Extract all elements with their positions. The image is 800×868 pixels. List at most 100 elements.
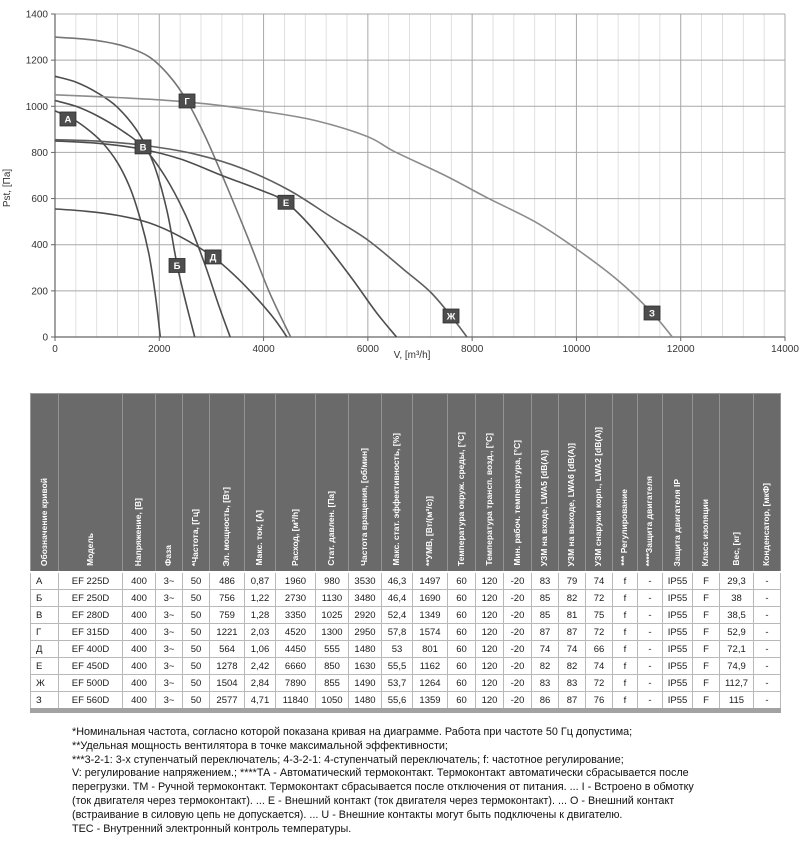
- curve-letter-cell: З: [30, 691, 59, 711]
- table-cell: 82: [558, 657, 586, 675]
- column-header-text: Макс. ток, [А]: [254, 510, 265, 566]
- x-tick-label: 12000: [667, 344, 695, 355]
- column-header-text: УЗМ на выходе, LWA6 [dB(A)]: [566, 442, 577, 567]
- curve-label-box: [134, 139, 152, 155]
- table-row: З EF 560D 400 3~ 50 2577 4,71 11840 1050 1480 55,6…: [30, 691, 781, 711]
- x-axis-label: V, [m³/h]: [394, 350, 431, 361]
- model-cell: EF 225D: [58, 571, 123, 590]
- table-cell: 79: [558, 571, 586, 590]
- x-tick-label: 2000: [148, 344, 171, 355]
- table-cell: 120: [475, 606, 504, 624]
- y-axis-label: Pst, [Па]: [2, 169, 13, 208]
- y-tick-label: 0: [42, 333, 48, 344]
- y-tick-label: 1000: [26, 102, 49, 113]
- curve-series-0: [54, 110, 162, 338]
- table-cell: 50: [182, 623, 210, 641]
- column-header-text: УЗМ на входе, LWA5 [dB(A)]: [539, 449, 550, 566]
- column-header: Напряжение, [В]: [122, 393, 156, 573]
- column-header-text: Эл. мощность, [Вт]: [221, 486, 232, 566]
- table-cell: 2,84: [244, 674, 276, 692]
- table-row: Е EF 450D 400 3~ 50 1278 2,42 6660 850 1630 55,5 11…: [30, 657, 781, 675]
- curve-label: Д: [210, 253, 217, 264]
- x-tick-label: 8000: [461, 344, 484, 355]
- curve-letter-cell: Г: [30, 623, 59, 641]
- curve-label-box: [277, 194, 295, 210]
- table-cell: -20: [503, 674, 532, 692]
- table-cell: 85: [531, 606, 559, 624]
- table-cell: IP55: [662, 657, 693, 675]
- table-cell: 60: [447, 674, 476, 692]
- table-cell: 1504: [209, 674, 245, 692]
- table-cell: 486: [209, 571, 245, 590]
- column-header: Обозначение кривой: [30, 393, 59, 573]
- footnote-line: **Удельная мощность вентилятора в точке …: [72, 739, 448, 752]
- table-cell: 0,87: [244, 571, 276, 590]
- table-cell: 82: [558, 589, 586, 607]
- table-cell: 2,03: [244, 623, 276, 641]
- table-cell: IP55: [662, 691, 693, 711]
- column-header: Модель: [58, 393, 123, 573]
- table-cell: -: [753, 606, 781, 624]
- table-cell: 400: [122, 691, 156, 711]
- column-header: Защита двигателя IP: [662, 393, 693, 573]
- table-header-row: Обозначение кривой Модель Напряжение, [В] Ф…: [30, 393, 781, 573]
- table-cell: 72: [585, 589, 613, 607]
- table-row: Г EF 315D 400 3~ 50 1221 2,03 4520 1300 2950 57,8 1…: [30, 623, 781, 641]
- table-cell: f: [612, 606, 638, 624]
- curve-series-5: [54, 140, 398, 338]
- table-cell: 1574: [412, 623, 448, 641]
- column-header-text: **УМВ, [Вт/(м³/с)]: [424, 496, 435, 566]
- column-header: УЗМ снаружи корп., LWA2 [dB(A)]: [585, 393, 613, 573]
- curve-label: Е: [283, 198, 289, 209]
- table-cell: 3~: [155, 606, 183, 624]
- model-cell: EF 280D: [58, 606, 123, 624]
- column-header: Макс. стат. эффективность, [%]: [381, 393, 413, 573]
- table-cell: 400: [122, 571, 156, 590]
- column-header: Расход, [м³/h]: [275, 393, 316, 573]
- curve-label: Б: [174, 261, 181, 272]
- curve-label: Ж: [446, 312, 456, 323]
- curve-label: Г: [184, 97, 190, 108]
- table-cell: -: [637, 657, 663, 675]
- table-cell: 2577: [209, 691, 245, 711]
- column-header: ****Защита двигателя: [637, 393, 663, 573]
- table-row: А EF 225D 400 3~ 50 486 0,87 1960 980 3530 46,3 149…: [30, 571, 781, 590]
- table-cell: 50: [182, 674, 210, 692]
- column-header-text: Температура окруж. среды, [°C]: [455, 431, 466, 566]
- table-cell: 11840: [275, 691, 316, 711]
- column-header-text: Защита двигателя IP: [671, 478, 682, 566]
- specs-table-wrap: Обозначение кривой Модель Напряжение, [В] Ф…: [30, 393, 781, 713]
- curve-label-box: [204, 249, 222, 265]
- table-cell: 74: [585, 571, 613, 590]
- footnotes: *Номинальная частота, согласно которой п…: [72, 726, 778, 837]
- table-cell: 50: [182, 589, 210, 607]
- table-cell: 3~: [155, 571, 183, 590]
- table-cell: 3530: [348, 571, 382, 590]
- table-cell: -20: [503, 589, 532, 607]
- table-cell: 564: [209, 640, 245, 658]
- table-cell: 120: [475, 589, 504, 607]
- table-cell: 2920: [348, 606, 382, 624]
- table-cell: 55,5: [381, 657, 413, 675]
- model-cell: EF 250D: [58, 589, 123, 607]
- table-cell: 82: [531, 657, 559, 675]
- table-cell: -20: [503, 640, 532, 658]
- column-header: Мин. рабоч. температура, [°C]: [503, 393, 532, 573]
- table-cell: 87: [531, 623, 559, 641]
- y-tick-label: 400: [31, 240, 48, 251]
- x-tick-label: 6000: [357, 344, 380, 355]
- column-header-text: Частота вращения, [об/мин]: [359, 448, 370, 566]
- column-header: Вес, [кг]: [719, 393, 754, 573]
- column-header: Стат. давлен. [Па]: [315, 393, 349, 573]
- table-row: В EF 280D 400 3~ 50 759 1,28 3350 1025 2920 52,4 13…: [30, 606, 781, 624]
- table-cell: f: [612, 657, 638, 675]
- table-cell: 66: [585, 640, 613, 658]
- column-header: Конденсатор, [мкФ]: [753, 393, 781, 573]
- column-header: Температура окруж. среды, [°C]: [447, 393, 476, 573]
- table-cell: IP55: [662, 623, 693, 641]
- curve-label: З: [649, 309, 655, 320]
- table-cell: f: [612, 623, 638, 641]
- table-cell: 83: [531, 674, 559, 692]
- y-tick-label: 200: [31, 286, 48, 297]
- table-cell: 400: [122, 674, 156, 692]
